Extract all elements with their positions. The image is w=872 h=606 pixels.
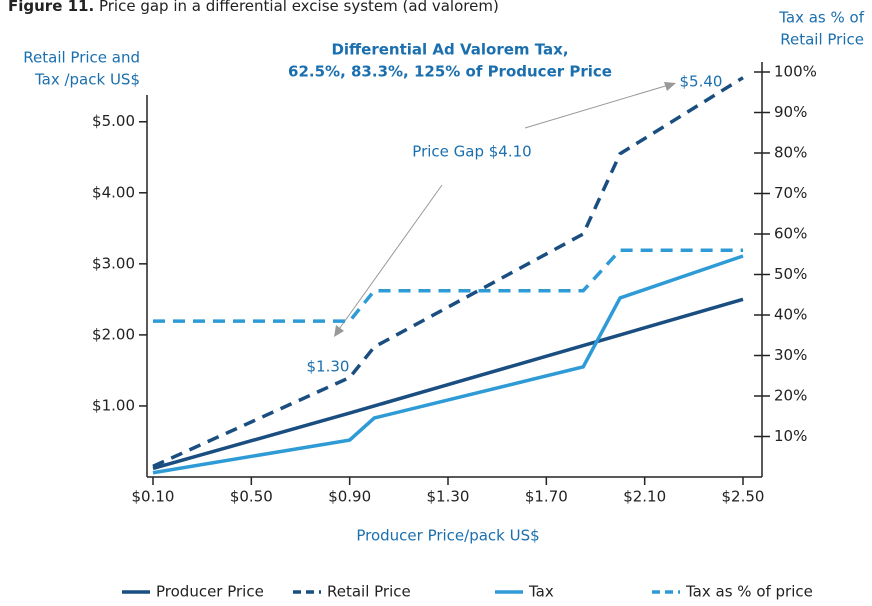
x-tick-label: $1.70: [525, 488, 568, 506]
y-tick-label: $4.00: [92, 183, 135, 201]
chart-subtitle: 62.5%, 83.3%, 125% of Producer Price: [288, 63, 612, 81]
y2-axis-label: Retail Price: [780, 31, 864, 49]
series-line: [153, 248, 743, 323]
series-line: [152, 254, 744, 475]
figure-title: Figure 11. Price gap in a differential e…: [8, 0, 499, 15]
y2-tick-label: 20%: [774, 387, 807, 405]
y2-tick-label: 30%: [774, 346, 807, 364]
series-line: [152, 297, 744, 471]
y-axis-label: Retail Price and: [23, 49, 140, 67]
y-tick-label: $3.00: [92, 254, 135, 272]
figure-label: Figure 11.: [8, 0, 94, 15]
legend-label: Tax as % of price: [685, 583, 813, 601]
y-tick-label: $2.00: [92, 325, 135, 343]
y2-tick-label: 40%: [774, 306, 807, 324]
y-axis-label: Tax /pack US$: [34, 71, 140, 89]
annotation: Price Gap $4.10: [412, 143, 531, 161]
arrow-head: [334, 325, 344, 337]
annotation-arrow: [336, 184, 443, 333]
x-tick-label: $0.10: [132, 488, 175, 506]
legend-label: Retail Price: [327, 583, 411, 601]
annotation-arrow: [524, 83, 673, 129]
y-tick-label: $1.00: [92, 396, 135, 414]
annotation: $1.30: [307, 358, 350, 376]
series-line: [152, 76, 744, 468]
legend-label: Producer Price: [156, 583, 264, 601]
y2-tick-label: 90%: [774, 103, 807, 121]
y2-tick-label: 60%: [774, 225, 807, 243]
x-tick-label: $0.50: [230, 488, 273, 506]
x-tick-label: $2.10: [623, 488, 666, 506]
chart-subtitle: Differential Ad Valorem Tax,: [331, 41, 568, 59]
y2-tick-label: 80%: [774, 144, 807, 162]
x-tick-label: $1.30: [427, 488, 470, 506]
y2-tick-label: 100%: [774, 63, 817, 81]
y-tick-label: $5.00: [92, 112, 135, 130]
y2-axis-label: Tax as % of: [778, 9, 864, 27]
x-axis-label: Producer Price/pack US$: [356, 527, 539, 545]
figure-caption: Price gap in a differential excise syste…: [99, 0, 499, 15]
y2-tick-label: 10%: [774, 427, 807, 445]
y2-tick-label: 50%: [774, 265, 807, 283]
arrow-head: [664, 82, 676, 91]
x-tick-label: $0.90: [328, 488, 371, 506]
annotation: $5.40: [680, 73, 723, 91]
y2-tick-label: 70%: [774, 184, 807, 202]
legend-label: Tax: [528, 583, 554, 601]
x-tick-label: $2.50: [722, 488, 765, 506]
